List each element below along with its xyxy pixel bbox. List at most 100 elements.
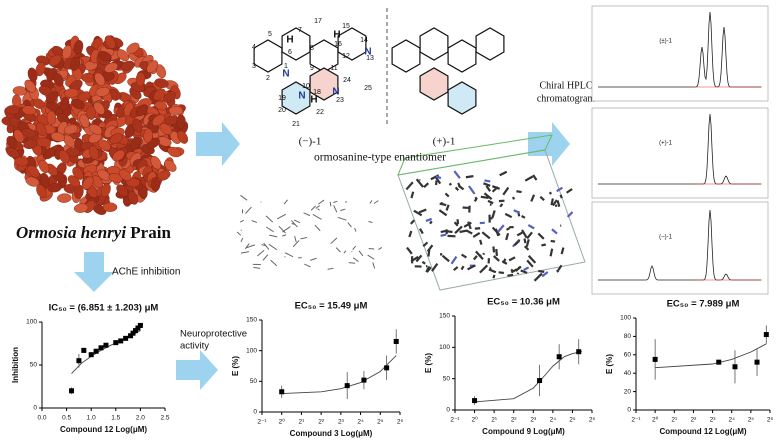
point	[361, 377, 367, 383]
bond	[559, 194, 563, 199]
bond	[315, 205, 321, 209]
bond	[502, 186, 510, 196]
x-tick-label: 2⁴	[550, 417, 557, 424]
chart-title: EC₅₀ = 10.36 μM	[487, 297, 560, 308]
bond	[318, 199, 325, 205]
seed	[94, 72, 106, 87]
seed	[50, 132, 65, 142]
point	[88, 352, 94, 358]
seed	[164, 159, 177, 172]
bond	[262, 254, 269, 261]
y-tick-label: 50	[443, 375, 451, 382]
ring	[447, 39, 477, 73]
bond	[333, 205, 338, 213]
bond	[245, 206, 252, 214]
bond	[556, 186, 563, 193]
bond	[541, 271, 549, 278]
seed	[59, 96, 70, 112]
bond	[418, 228, 424, 235]
seed	[73, 203, 89, 213]
bond	[310, 205, 316, 211]
atom-label: N	[364, 47, 371, 58]
point	[344, 383, 350, 389]
bond	[483, 192, 493, 200]
bond	[454, 225, 463, 234]
bond	[538, 269, 545, 273]
x-tick-label: 2²	[318, 419, 325, 426]
bond	[549, 248, 554, 257]
bond	[276, 213, 287, 220]
bond	[441, 254, 450, 263]
x-axis-label: Compound 3 Log(μM)	[290, 429, 373, 438]
seed	[88, 145, 99, 160]
point	[118, 338, 124, 344]
bond	[270, 259, 278, 267]
x-axis-label: Compound 12 Log(μM)	[659, 427, 746, 436]
seed	[58, 149, 70, 164]
atom-label: 21	[292, 121, 300, 128]
y-axis-label: E (%)	[231, 356, 240, 376]
hplc-panel-label: (±)-1	[659, 39, 672, 45]
bond	[413, 209, 423, 217]
point	[732, 364, 738, 370]
point	[76, 358, 82, 364]
seed	[39, 172, 50, 188]
bond	[245, 244, 256, 249]
atom-label: 5	[268, 31, 272, 38]
bond	[236, 231, 242, 236]
seed	[109, 133, 123, 145]
bond	[479, 239, 483, 245]
atom-label: 15	[342, 23, 350, 30]
seed	[104, 35, 116, 49]
bond	[244, 243, 250, 250]
bond	[454, 186, 460, 191]
atom-label: 14	[360, 37, 368, 44]
seed	[27, 67, 38, 82]
seed	[118, 169, 132, 181]
atom-label: 7	[298, 27, 302, 34]
bond	[294, 235, 297, 243]
seed	[23, 139, 38, 150]
point	[384, 365, 390, 371]
atom-label: 23	[336, 97, 344, 104]
bond	[434, 175, 442, 185]
bond	[525, 239, 530, 247]
seed	[5, 105, 20, 115]
seed	[152, 114, 165, 127]
point	[113, 340, 119, 346]
bond	[278, 225, 286, 234]
y-tick-label: 20	[624, 388, 632, 395]
x-tick-label: 2.5	[160, 415, 169, 422]
bond	[491, 226, 501, 236]
ring	[419, 67, 449, 101]
bond	[435, 175, 442, 180]
atom-label: H	[333, 30, 340, 41]
bond	[358, 250, 364, 257]
hplc-panel	[591, 201, 769, 295]
atom-label: 2	[266, 75, 270, 82]
seed	[159, 123, 173, 136]
bond	[256, 249, 265, 257]
bond	[499, 170, 508, 177]
seed	[163, 91, 176, 103]
bond	[480, 195, 489, 199]
chart-title: EC₅₀ = 7.989 μM	[667, 299, 740, 310]
x-tick-label: 2⁴	[729, 417, 736, 424]
bond	[468, 185, 476, 195]
bond	[505, 232, 510, 241]
x-tick-label: 2⁵	[377, 419, 384, 426]
seed	[126, 42, 140, 54]
x-tick-label: 1.0	[87, 415, 96, 422]
x-tick-label: 2⁰	[279, 418, 286, 426]
bond	[373, 200, 379, 204]
bond	[533, 272, 543, 282]
neuro-label: activity	[180, 341, 209, 352]
seed	[21, 128, 36, 139]
bond	[445, 204, 450, 211]
y-tick-label: 50	[30, 362, 38, 369]
y-axis-label: E (%)	[424, 353, 433, 373]
point	[137, 322, 143, 328]
ring	[391, 39, 421, 73]
seed	[112, 149, 125, 162]
bond	[291, 220, 298, 228]
